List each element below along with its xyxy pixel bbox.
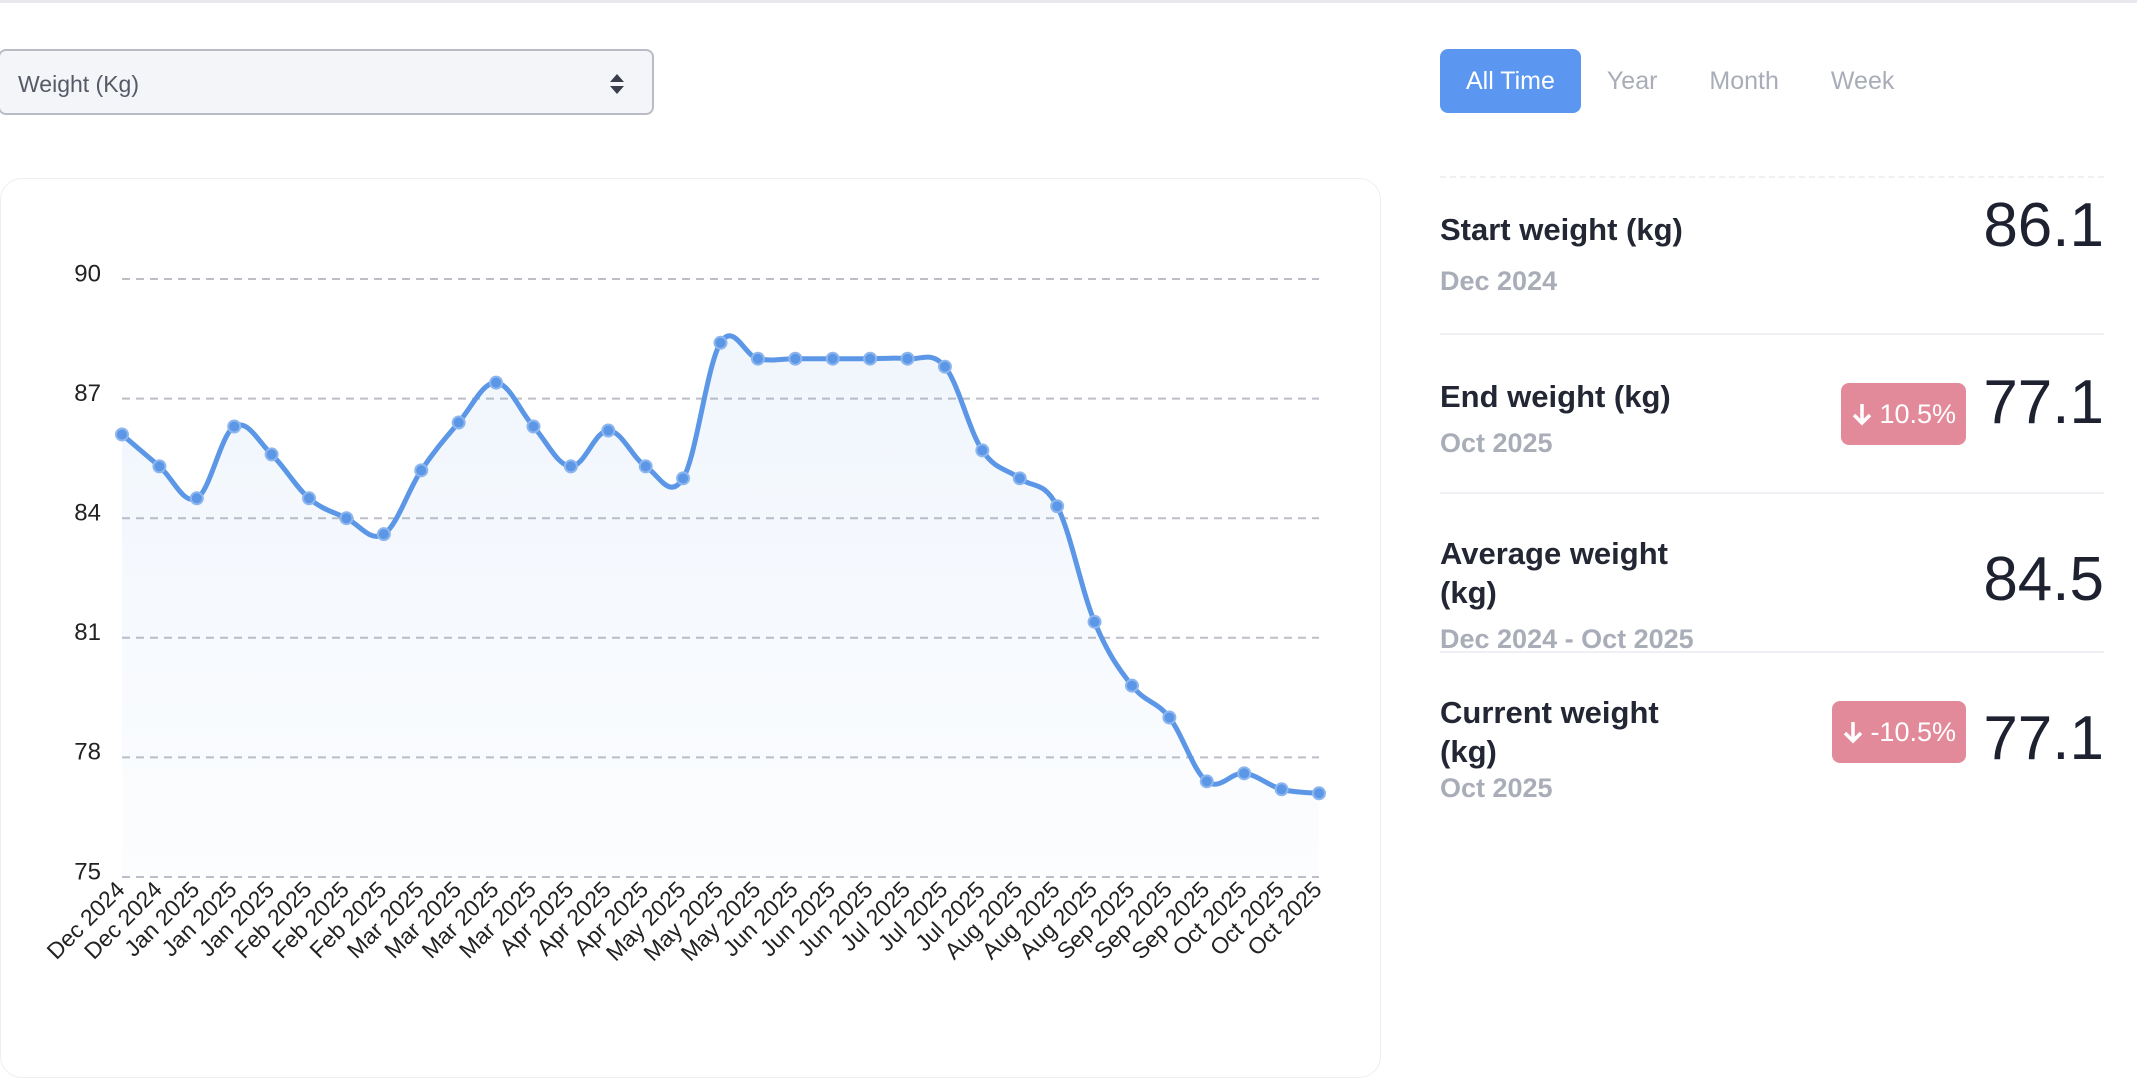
point xyxy=(339,511,354,526)
point xyxy=(414,463,429,478)
point xyxy=(1199,774,1214,789)
point xyxy=(788,351,803,366)
point xyxy=(152,459,167,474)
stat-subtitle: Oct 2025 xyxy=(1440,428,1553,458)
y-tick-label: 90 xyxy=(74,260,101,287)
point xyxy=(189,491,204,506)
point xyxy=(227,419,242,434)
stats: Start weight (kg) Dec 2024 86.1 End weight … xyxy=(1440,176,2104,810)
point xyxy=(750,351,765,366)
stat-subtitle: Dec 2024 xyxy=(1440,266,1558,296)
point xyxy=(1274,782,1289,797)
point xyxy=(264,447,279,462)
select-label: Weight (Kg) xyxy=(18,71,140,97)
stat-value: 84.5 xyxy=(1983,545,2104,614)
point xyxy=(1050,499,1065,514)
arrow-icon xyxy=(1853,404,1872,426)
change-badge: -10.5% xyxy=(1832,701,1966,763)
point xyxy=(638,459,653,474)
range-tabs: All Time Year Month Week xyxy=(1440,49,1920,113)
point xyxy=(975,443,990,458)
point xyxy=(1237,766,1252,781)
point xyxy=(115,427,129,442)
point xyxy=(937,359,952,374)
arrow-icon xyxy=(1844,722,1863,744)
point xyxy=(601,423,616,438)
point xyxy=(676,471,691,486)
stat-title: End weight (kg) xyxy=(1440,379,1671,414)
point xyxy=(526,419,541,434)
tab[interactable]: Year xyxy=(1606,67,1658,95)
point xyxy=(1124,678,1139,693)
tab[interactable]: Week xyxy=(1830,67,1895,95)
point xyxy=(863,351,878,366)
point xyxy=(713,335,728,350)
badge-text: 10.5% xyxy=(1879,399,1956,429)
point xyxy=(376,527,391,542)
stat-title: Start weight (kg) xyxy=(1440,212,1683,247)
point xyxy=(1087,614,1102,629)
change-badge: 10.5% xyxy=(1841,383,1966,445)
y-tick-label: 84 xyxy=(74,500,101,527)
stat-row: Current weight (kg) Oct 2025 77.1 -10.5% xyxy=(1440,651,2104,810)
y-tick-label: 75 xyxy=(74,858,101,885)
y-tick-label: 87 xyxy=(74,380,101,407)
select-icon xyxy=(610,74,624,94)
stat-subtitle: Oct 2025 xyxy=(1440,773,1553,803)
stat-value: 86.1 xyxy=(1983,191,2104,260)
stat-subtitle: Dec 2024 - Oct 2025 xyxy=(1440,624,1694,654)
divider xyxy=(0,0,2137,3)
y-tick-label: 78 xyxy=(74,739,101,766)
stat-row: Start weight (kg) Dec 2024 86.1 xyxy=(1440,176,2104,333)
metric-select[interactable]: Weight (Kg) xyxy=(0,49,654,115)
point xyxy=(1162,710,1177,725)
y-tick-label: 81 xyxy=(74,619,101,646)
badge-text: -10.5% xyxy=(1870,717,1956,747)
stat-title: Current weight (kg) xyxy=(1440,695,1659,769)
stat-row: Average weight (kg) Dec 2024 - Oct 2025 84… xyxy=(1440,492,2104,654)
point xyxy=(302,491,317,506)
point xyxy=(900,351,915,366)
point xyxy=(489,375,504,390)
tab[interactable]: Month xyxy=(1709,67,1779,95)
area xyxy=(122,335,1319,878)
stat-value: 77.1 xyxy=(1983,368,2104,437)
chart-card: 75 78 81 84 87 90 Dec 2024 Dec 2024 Jan 2025 Jan … xyxy=(0,178,1381,1078)
tab[interactable]: All Time xyxy=(1440,49,1581,113)
stat-title: Average weight (kg) xyxy=(1440,536,1668,610)
point xyxy=(563,459,578,474)
stat-value: 77.1 xyxy=(1983,704,2104,773)
stat-row: End weight (kg) Oct 2025 77.1 10.5% xyxy=(1440,333,2104,492)
point xyxy=(825,351,840,366)
point xyxy=(1012,471,1027,486)
point xyxy=(1312,786,1326,801)
point xyxy=(451,415,466,430)
